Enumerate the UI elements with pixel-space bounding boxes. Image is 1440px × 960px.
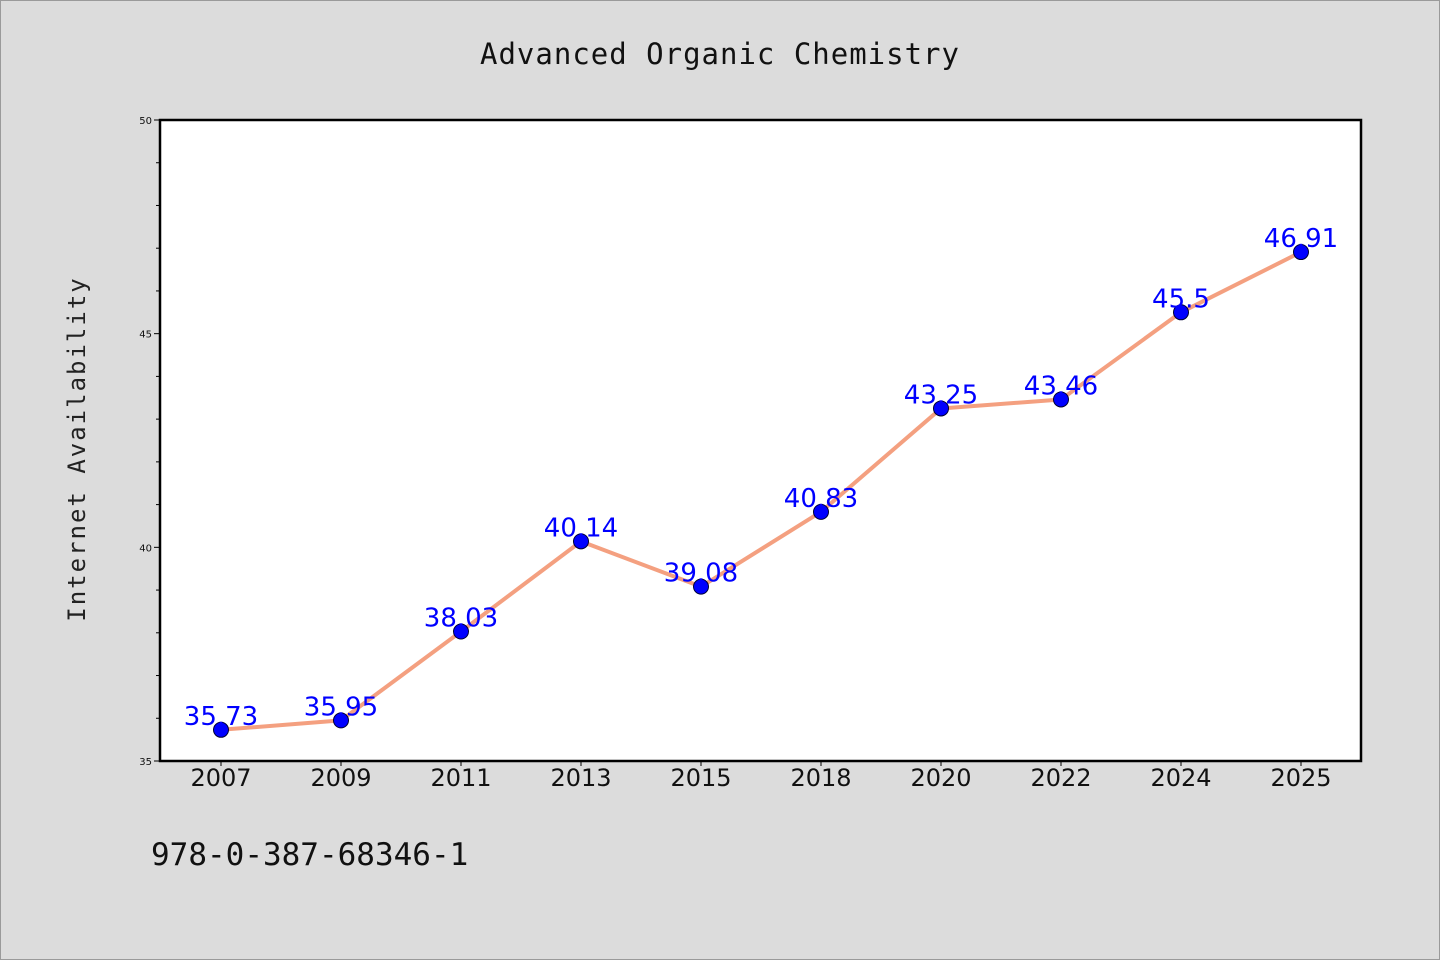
- y-tick-label: 40: [139, 543, 152, 554]
- x-tick-label: 2015: [670, 764, 731, 792]
- x-tick-label: 2024: [1150, 764, 1211, 792]
- series-line: [219, 250, 1303, 732]
- x-tick-label: 2007: [190, 764, 251, 792]
- data-point: [1173, 304, 1189, 321]
- x-tick-label: 2018: [790, 764, 851, 792]
- x-tick-label: 2020: [910, 764, 971, 792]
- data-label: 40.14: [544, 513, 618, 543]
- y-tick-label: 35: [139, 757, 152, 768]
- x-tick-label: 2011: [430, 764, 491, 792]
- data-point: [813, 503, 829, 520]
- x-tick-label: 2009: [310, 764, 371, 792]
- chart-title: Advanced Organic Chemistry: [480, 37, 960, 71]
- data-label: 35.95: [304, 692, 378, 722]
- plot-area: [160, 120, 1361, 761]
- data-label: 43.25: [904, 380, 978, 410]
- x-tick-label: 2022: [1030, 764, 1091, 792]
- data-point: [1053, 391, 1069, 408]
- data-point: [213, 721, 229, 738]
- data-point: [573, 533, 589, 550]
- data-point: [333, 712, 349, 729]
- data-label: 39.08: [664, 559, 738, 589]
- data-point: [1293, 244, 1309, 261]
- data-point: [933, 400, 949, 417]
- y-tick-label: 45: [139, 330, 152, 341]
- data-label: 35.73: [184, 702, 258, 732]
- data-label: 43.46: [1024, 371, 1098, 401]
- plot-frame: [158, 118, 1363, 763]
- data-label: 38.03: [424, 604, 498, 634]
- y-axis-label: Internet Availability: [63, 276, 91, 621]
- x-axis-ticks: 2007 2009 2011 2013 2015 2018 2020 2022 2024 2025: [190, 761, 1332, 792]
- data-point: [693, 578, 709, 595]
- data-label: 45.5: [1152, 284, 1210, 314]
- y-axis-ticks: 35 40 45 50: [139, 116, 160, 768]
- x-tick-label: 2025: [1270, 764, 1331, 792]
- data-label: 46.91: [1264, 224, 1338, 254]
- data-label: 40.83: [784, 484, 858, 514]
- x-tick-label: 2013: [550, 764, 611, 792]
- data-point: [453, 623, 469, 640]
- y-tick-label: 50: [139, 116, 152, 127]
- footer-isbn: 978-0-387-68346-1: [151, 837, 468, 873]
- series-layer: 35.73 35.95 38.03 40.14 39.08 40.83 43.25 43.46…: [184, 224, 1338, 738]
